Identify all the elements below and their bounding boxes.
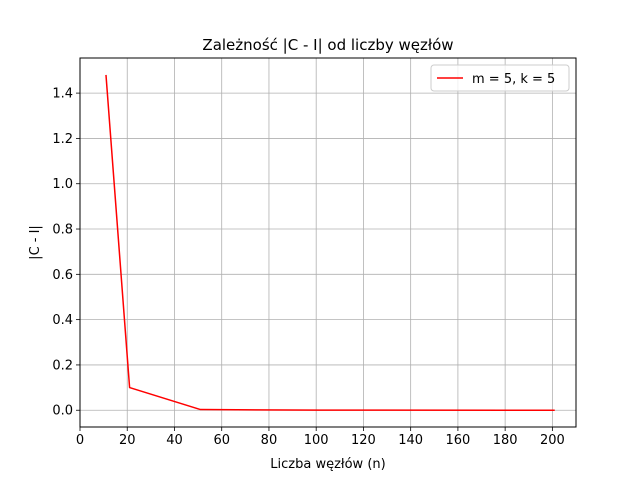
y-tick-label: 0.6 xyxy=(52,268,73,283)
plot-frame xyxy=(79,57,577,428)
x-tick-label: 100 xyxy=(304,433,329,448)
y-tick-label: 0.8 xyxy=(52,223,73,238)
x-axis-label: Liczba węzłów (n) xyxy=(270,457,385,472)
y-tick-label: 1.0 xyxy=(52,177,73,192)
x-tick-label: 200 xyxy=(540,433,565,448)
x-tick-label: 80 xyxy=(261,433,278,448)
tick-layer: 0 20 40 60 80 100 120 140 160 180 200 0.0 0.2 0.4 0.6 0… xyxy=(52,87,564,448)
y-tick-label: 1.2 xyxy=(52,132,73,147)
x-tick-label: 20 xyxy=(119,433,136,448)
series-layer xyxy=(105,74,555,411)
x-tick-label: 120 xyxy=(351,433,376,448)
x-tick-label: 0 xyxy=(76,433,84,448)
x-tick-label: 60 xyxy=(213,433,230,448)
series-line xyxy=(105,74,555,411)
x-tick-label: 180 xyxy=(493,433,518,448)
legend: m = 5, k = 5 xyxy=(430,64,570,92)
y-tick-label: 1.4 xyxy=(52,87,73,102)
y-tick-label: 0.2 xyxy=(52,358,73,373)
x-tick-label: 40 xyxy=(166,433,183,448)
y-axis-label: |C - I| xyxy=(28,225,43,260)
grid-layer xyxy=(79,58,576,427)
y-tick-label: 0.4 xyxy=(52,313,73,328)
x-tick-label: 160 xyxy=(445,433,470,448)
x-tick-label: 140 xyxy=(398,433,423,448)
y-tick-label: 0.0 xyxy=(52,404,73,419)
legend-label: m = 5, k = 5 xyxy=(472,72,555,87)
chart-title: Zależność |C - I| od liczby węzłów xyxy=(202,36,453,54)
legend-box xyxy=(430,64,570,92)
